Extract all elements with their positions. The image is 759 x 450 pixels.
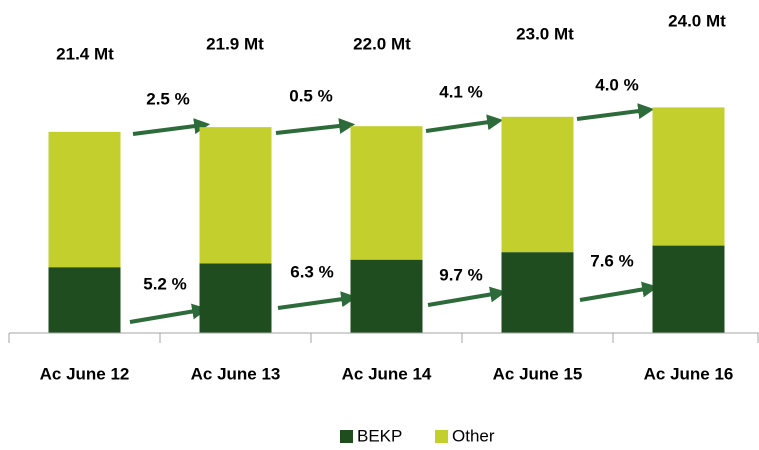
bar-segment (501, 252, 574, 333)
growth-label: 0.5 % (289, 86, 332, 105)
arrows (129, 103, 659, 324)
bar-segment (350, 126, 423, 260)
total-label: 23.0 Mt (516, 24, 574, 43)
bar-segment (652, 245, 725, 333)
legend-swatch (435, 430, 448, 443)
arrow (132, 118, 211, 136)
bar-segment (501, 116, 574, 253)
growth-label: 6.3 % (290, 262, 333, 281)
bar-segment (48, 131, 121, 268)
growth-label: 7.6 % (590, 251, 633, 270)
growth-label: 9.7 % (439, 265, 482, 284)
total-label: 24.0 Mt (668, 11, 726, 30)
legend-label: BEKP (357, 426, 402, 445)
bar-segment (350, 259, 423, 333)
arrow (579, 281, 659, 302)
x-tick-label: Ac June 13 (191, 364, 281, 383)
arrow (576, 103, 655, 121)
bar-segment (199, 263, 272, 333)
legend-label: Other (452, 426, 495, 445)
bar-segment (652, 107, 725, 246)
bar-segment (48, 267, 121, 333)
growth-label: 2.5 % (146, 89, 189, 108)
arrow (275, 118, 356, 135)
growth-label: 4.0 % (595, 75, 638, 94)
bar-segment (199, 127, 272, 264)
x-tick-label: Ac June 15 (493, 364, 583, 383)
growth-label: 4.1 % (439, 82, 482, 101)
total-label: 21.9 Mt (206, 34, 264, 53)
arrow (425, 114, 504, 133)
x-tick-label: Ac June 12 (40, 364, 130, 383)
total-label: 21.4 Mt (56, 44, 114, 63)
x-tick-label: Ac June 16 (644, 364, 734, 383)
arrow (129, 303, 209, 324)
arrow (427, 286, 507, 307)
growth-label: 5.2 % (143, 274, 186, 293)
legend-swatch (340, 430, 353, 443)
x-tick-label: Ac June 14 (342, 364, 432, 383)
total-label: 22.0 Mt (353, 34, 411, 53)
arrow (277, 291, 358, 310)
